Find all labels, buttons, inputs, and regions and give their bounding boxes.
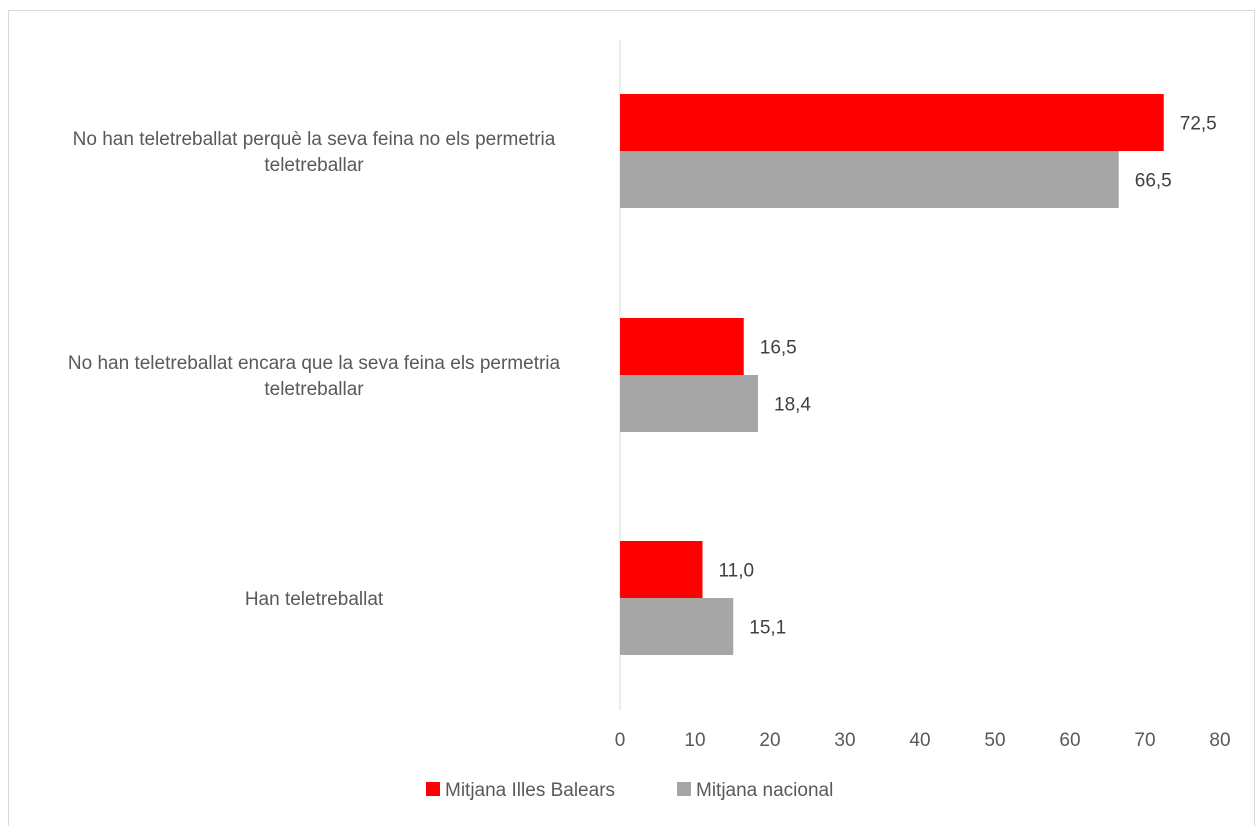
x-tick-label: 40 — [909, 730, 930, 751]
category-label: Han teletreballat — [245, 589, 384, 610]
data-label: 15,1 — [749, 618, 786, 639]
x-tick-label: 60 — [1059, 730, 1080, 751]
x-tick-label: 30 — [834, 730, 855, 751]
x-tick-label: 10 — [684, 730, 705, 751]
category-label: teletreballar — [264, 379, 364, 400]
bar-illes-balears-0 — [620, 94, 1164, 151]
x-tick-label: 80 — [1209, 730, 1230, 751]
category-label: teletreballar — [264, 155, 364, 176]
category-label: No han teletreballat encara que la seva … — [68, 353, 561, 374]
x-tick-label: 70 — [1134, 730, 1155, 751]
data-label: 72,5 — [1180, 114, 1217, 135]
x-tick-label: 50 — [984, 730, 1005, 751]
chart-frame — [8, 10, 1255, 826]
data-label: 11,0 — [719, 561, 755, 582]
bar-nacional-1 — [620, 375, 758, 432]
legend-swatch — [426, 782, 440, 796]
x-tick-label: 0 — [615, 730, 626, 751]
category-label: No han teletreballat perquè la seva fein… — [73, 129, 556, 150]
legend-label: Mitjana Illes Balears — [445, 780, 615, 801]
bar-illes-balears-2 — [620, 541, 703, 598]
legend-swatch — [677, 782, 691, 796]
data-label: 66,5 — [1135, 171, 1172, 192]
bar-nacional-2 — [620, 598, 734, 655]
data-label: 18,4 — [774, 395, 811, 416]
data-label: 16,5 — [760, 338, 797, 359]
legend-label: Mitjana nacional — [696, 780, 833, 801]
bar-illes-balears-1 — [620, 318, 744, 375]
bar-nacional-0 — [620, 151, 1119, 208]
x-tick-label: 20 — [759, 730, 780, 751]
